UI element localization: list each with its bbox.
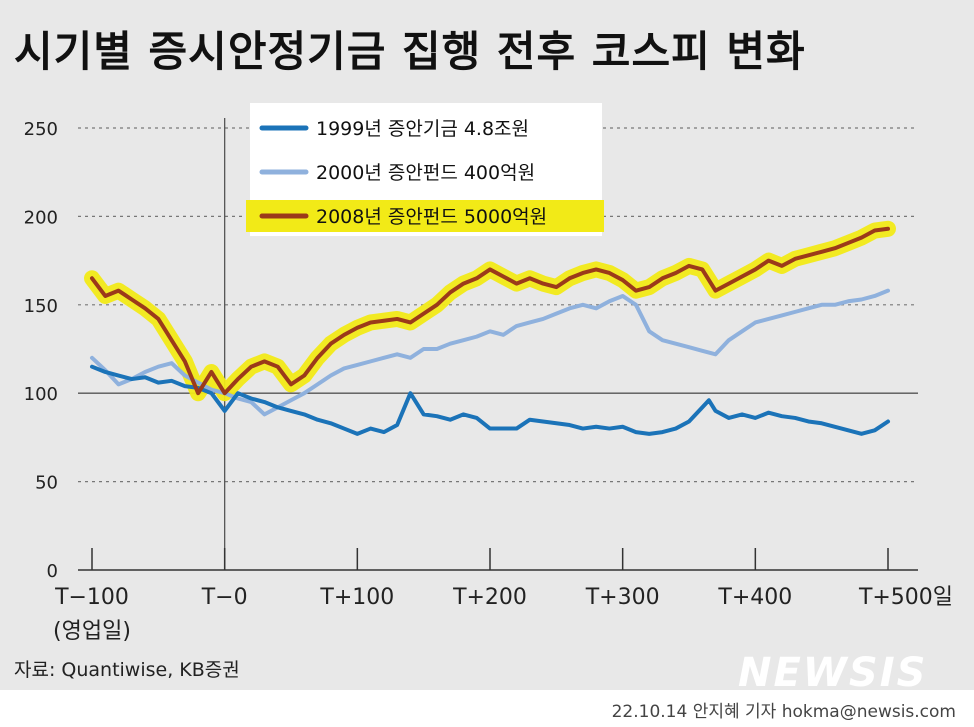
y-tick-label: 100 [24, 384, 58, 405]
legend-label: 2008년 증안펀드 5000억원 [316, 206, 547, 228]
series-line-0 [90, 364, 890, 436]
x-tick-label: T+300 [585, 585, 660, 610]
series-line-2 [90, 226, 890, 396]
newsis-logo: NEWSIS [738, 650, 928, 696]
x-axis-ticks: T−100 T−0 T+100 T+200 T+300 T+400 T+500일 (영업일) [53, 548, 953, 644]
source-note: 자료: Quantiwise, KB증권 [14, 659, 240, 681]
legend: 1999년 증안기금 4.8조원 2000년 증안펀드 400억원 2008년 증안… [246, 103, 604, 236]
y-axis-ticks: 0 50 100 150 200 250 [24, 119, 58, 582]
credit-line: 22.10.14 안지혜 기자 hokma@newsis.com [611, 702, 956, 722]
y-tick-label: 250 [24, 119, 58, 140]
x-tick-label: T−100 [54, 585, 129, 610]
series-lines [84, 220, 896, 436]
y-tick-label: 200 [24, 207, 58, 228]
y-tick-label: 0 [47, 561, 58, 582]
x-tick-label: T+500일 [858, 585, 953, 610]
legend-label: 2000년 증안펀드 400억원 [316, 162, 535, 184]
chart-title: 시기별 증시안정기금 집행 전후 코스피 변화 [14, 27, 806, 76]
x-tick-label: T+200 [452, 585, 527, 610]
series-highlight-band [84, 220, 896, 402]
x-tick-label: T−0 [201, 585, 248, 610]
legend-label: 1999년 증안기금 4.8조원 [316, 118, 529, 140]
y-tick-label: 50 [35, 473, 58, 494]
x-axis-unit-label: (영업일) [53, 619, 131, 644]
x-tick-label: T+400 [717, 585, 792, 610]
y-tick-label: 150 [24, 296, 58, 317]
x-tick-label: T+100 [319, 585, 394, 610]
